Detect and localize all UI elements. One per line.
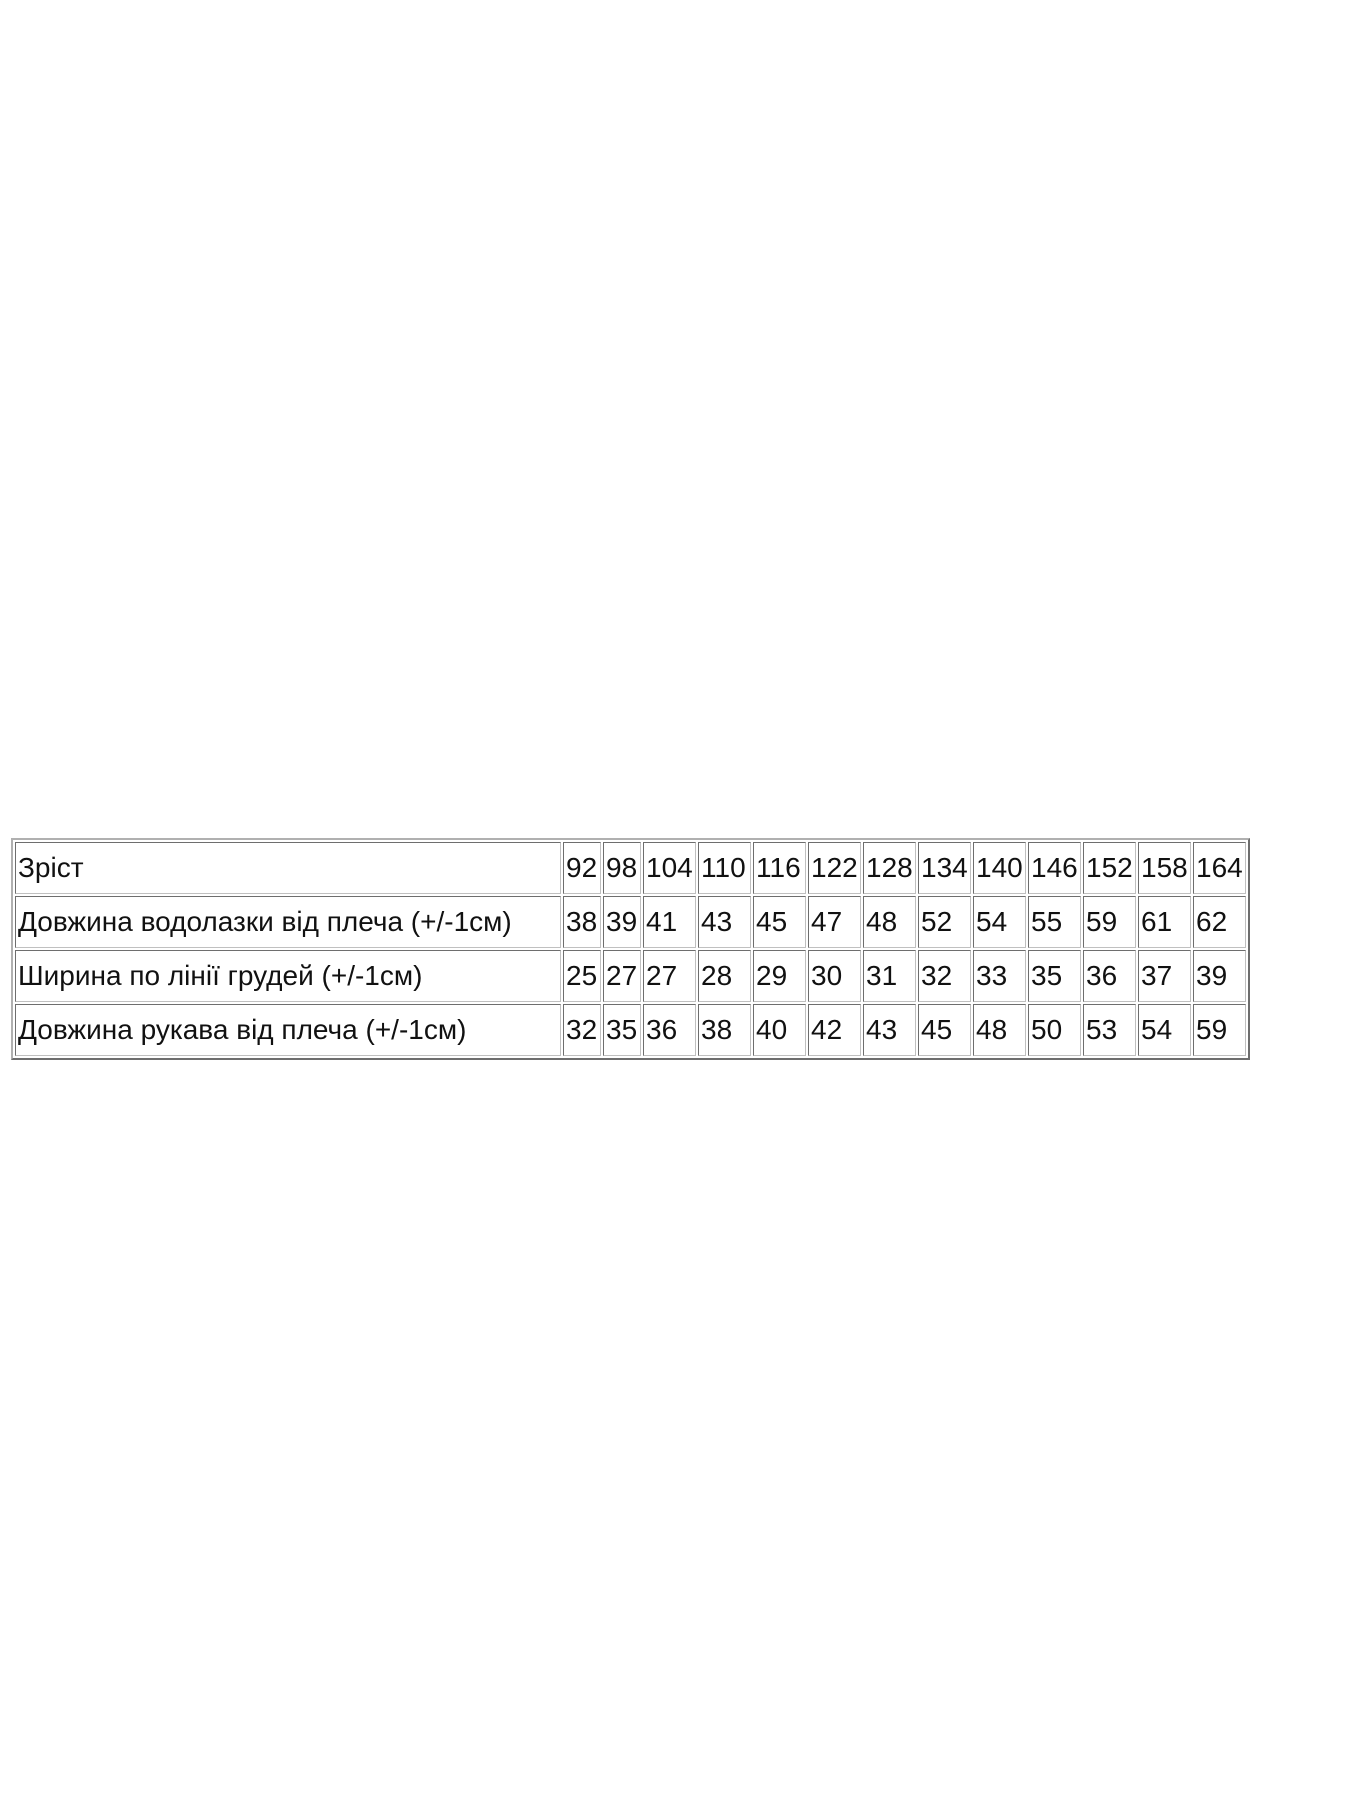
value-cell: 54 xyxy=(1138,1004,1191,1056)
value-cell: 43 xyxy=(863,1004,916,1056)
value-cell: 47 xyxy=(808,896,861,948)
value-cell: 62 xyxy=(1193,896,1246,948)
height-cell: 146 xyxy=(1028,842,1081,894)
value-cell: 45 xyxy=(918,1004,971,1056)
value-cell: 61 xyxy=(1138,896,1191,948)
height-cell: 140 xyxy=(973,842,1026,894)
height-cell: 92 xyxy=(563,842,601,894)
height-cell: 104 xyxy=(643,842,696,894)
value-cell: 30 xyxy=(808,950,861,1002)
value-cell: 41 xyxy=(643,896,696,948)
height-cell: 110 xyxy=(698,842,751,894)
value-cell: 36 xyxy=(643,1004,696,1056)
value-cell: 28 xyxy=(698,950,751,1002)
row-label: Довжина водолазки від плеча (+/-1см) xyxy=(15,896,561,948)
value-cell: 31 xyxy=(863,950,916,1002)
value-cell: 52 xyxy=(918,896,971,948)
value-cell: 35 xyxy=(1028,950,1081,1002)
height-cell: 128 xyxy=(863,842,916,894)
value-cell: 39 xyxy=(603,896,641,948)
table-row: Довжина водолазки від плеча (+/-1см) 38 39… xyxy=(15,896,1246,948)
row-label: Довжина рукава від плеча (+/-1см) xyxy=(15,1004,561,1056)
value-cell: 45 xyxy=(753,896,806,948)
table-row: Довжина рукава від плеча (+/-1см) 32 35 36 3… xyxy=(15,1004,1246,1056)
value-cell: 50 xyxy=(1028,1004,1081,1056)
value-cell: 40 xyxy=(753,1004,806,1056)
value-cell: 39 xyxy=(1193,950,1246,1002)
height-cell: 152 xyxy=(1083,842,1136,894)
value-cell: 27 xyxy=(603,950,641,1002)
value-cell: 25 xyxy=(563,950,601,1002)
value-cell: 59 xyxy=(1083,896,1136,948)
value-cell: 43 xyxy=(698,896,751,948)
height-cell: 134 xyxy=(918,842,971,894)
value-cell: 54 xyxy=(973,896,1026,948)
size-chart-table: Зріст 92 98 104 110 116 122 128 134 140 146 152 158 1… xyxy=(11,838,1250,1060)
header-row: Зріст 92 98 104 110 116 122 128 134 140 146 152 158 1… xyxy=(15,842,1246,894)
value-cell: 38 xyxy=(563,896,601,948)
row-label: Зріст xyxy=(15,842,561,894)
table-row: Ширина по лінії грудей (+/-1см) 25 27 27 28 2… xyxy=(15,950,1246,1002)
value-cell: 32 xyxy=(563,1004,601,1056)
value-cell: 32 xyxy=(918,950,971,1002)
height-cell: 122 xyxy=(808,842,861,894)
value-cell: 48 xyxy=(973,1004,1026,1056)
value-cell: 48 xyxy=(863,896,916,948)
height-cell: 164 xyxy=(1193,842,1246,894)
row-label: Ширина по лінії грудей (+/-1см) xyxy=(15,950,561,1002)
value-cell: 35 xyxy=(603,1004,641,1056)
value-cell: 37 xyxy=(1138,950,1191,1002)
value-cell: 53 xyxy=(1083,1004,1136,1056)
height-cell: 98 xyxy=(603,842,641,894)
height-cell: 158 xyxy=(1138,842,1191,894)
value-cell: 29 xyxy=(753,950,806,1002)
value-cell: 59 xyxy=(1193,1004,1246,1056)
value-cell: 55 xyxy=(1028,896,1081,948)
value-cell: 36 xyxy=(1083,950,1136,1002)
value-cell: 33 xyxy=(973,950,1026,1002)
value-cell: 27 xyxy=(643,950,696,1002)
height-cell: 116 xyxy=(753,842,806,894)
value-cell: 42 xyxy=(808,1004,861,1056)
value-cell: 38 xyxy=(698,1004,751,1056)
